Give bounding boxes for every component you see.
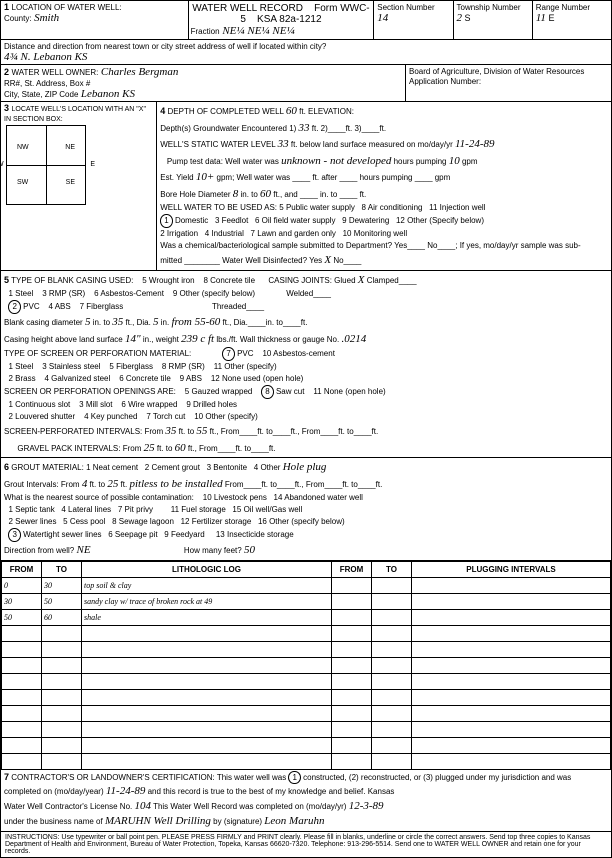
log-to2-header: TO bbox=[372, 561, 412, 577]
log-from-header: FROM bbox=[2, 561, 42, 577]
section34-row: 3 LOCATE WELL'S LOCATION WITH AN "X" IN … bbox=[1, 102, 611, 271]
log-row bbox=[2, 737, 611, 753]
owner-row: 2 WATER WELL OWNER: Charles Bergman RR#,… bbox=[1, 65, 611, 102]
log-lith-header: LITHOLOGIC LOG bbox=[82, 561, 332, 577]
section6-num: 6 bbox=[4, 462, 9, 472]
distance-label: Distance and direction from nearest town… bbox=[4, 42, 326, 51]
section2-num: 2 bbox=[4, 67, 9, 77]
instructions: INSTRUCTIONS: Use typewriter or ball poi… bbox=[1, 832, 611, 857]
log-row bbox=[2, 657, 611, 673]
log-row bbox=[2, 721, 611, 737]
log-plug-header: PLUGGING INTERVALS bbox=[412, 561, 611, 577]
log-row bbox=[2, 673, 611, 689]
loc-label: LOCATION OF WATER WELL: bbox=[12, 3, 122, 12]
county-value: Smith bbox=[34, 12, 59, 24]
log-to-header: TO bbox=[42, 561, 82, 577]
log-row bbox=[2, 753, 611, 769]
log-from2-header: FROM bbox=[332, 561, 372, 577]
log-row: 030top soil & clay bbox=[2, 577, 611, 593]
section7-num: 7 bbox=[4, 772, 9, 782]
section-value: 14 bbox=[377, 12, 388, 24]
section5-row: 5 TYPE OF BLANK CASING USED: 5 Wrought i… bbox=[1, 271, 611, 459]
owner-value: Charles Bergman bbox=[101, 66, 179, 78]
board-label: Board of Agriculture, Division of Water … bbox=[409, 67, 584, 76]
section3-num: 3 bbox=[4, 103, 9, 113]
header-row: 1 LOCATION OF WATER WELL: County: Smith … bbox=[1, 1, 611, 40]
form-title: WATER WELL RECORD Form WWC-5 KSA 82a-121… bbox=[189, 1, 375, 39]
app-label: Application Number: bbox=[409, 77, 481, 86]
log-row bbox=[2, 625, 611, 641]
distance-value: 4¾ N. Lebanon KS bbox=[4, 51, 87, 63]
range-label: Range Number bbox=[536, 3, 590, 12]
city-value: Lebanon KS bbox=[81, 88, 135, 100]
range-value: 11 bbox=[536, 12, 546, 24]
section4-num: 4 bbox=[160, 106, 165, 116]
log-row: 3050sandy clay w/ trace of broken rock a… bbox=[2, 593, 611, 609]
lithologic-log: FROM TO LITHOLOGIC LOG FROM TO PLUGGING … bbox=[1, 561, 611, 770]
township-value: 2 bbox=[457, 12, 463, 24]
city-label: City, State, ZIP Code bbox=[4, 90, 78, 99]
log-row bbox=[2, 705, 611, 721]
log-row bbox=[2, 641, 611, 657]
section-grid: NW NE SW SE W E bbox=[6, 125, 86, 205]
section6-row: 6 GROUT MATERIAL: 1 Neat cement 2 Cement… bbox=[1, 458, 611, 561]
rr-label: RR#, St. Address, Box # bbox=[4, 79, 90, 88]
owner-label: WATER WELL OWNER: bbox=[12, 68, 99, 77]
section1-num: 1 bbox=[4, 2, 9, 12]
log-row: 5060shale bbox=[2, 609, 611, 625]
distance-row: Distance and direction from nearest town… bbox=[1, 40, 611, 65]
log-row bbox=[2, 689, 611, 705]
form-container: 1 LOCATION OF WATER WELL: County: Smith … bbox=[0, 0, 612, 858]
locate-label: LOCATE WELL'S LOCATION WITH AN "X" IN SE… bbox=[4, 106, 146, 123]
township-label: Township Number bbox=[457, 3, 521, 12]
county-label: County: bbox=[4, 14, 32, 23]
section-label: Section Number bbox=[377, 3, 434, 12]
section7-row: 7 CONTRACTOR'S OR LANDOWNER'S CERTIFICAT… bbox=[1, 770, 611, 832]
section5-num: 5 bbox=[4, 275, 9, 285]
